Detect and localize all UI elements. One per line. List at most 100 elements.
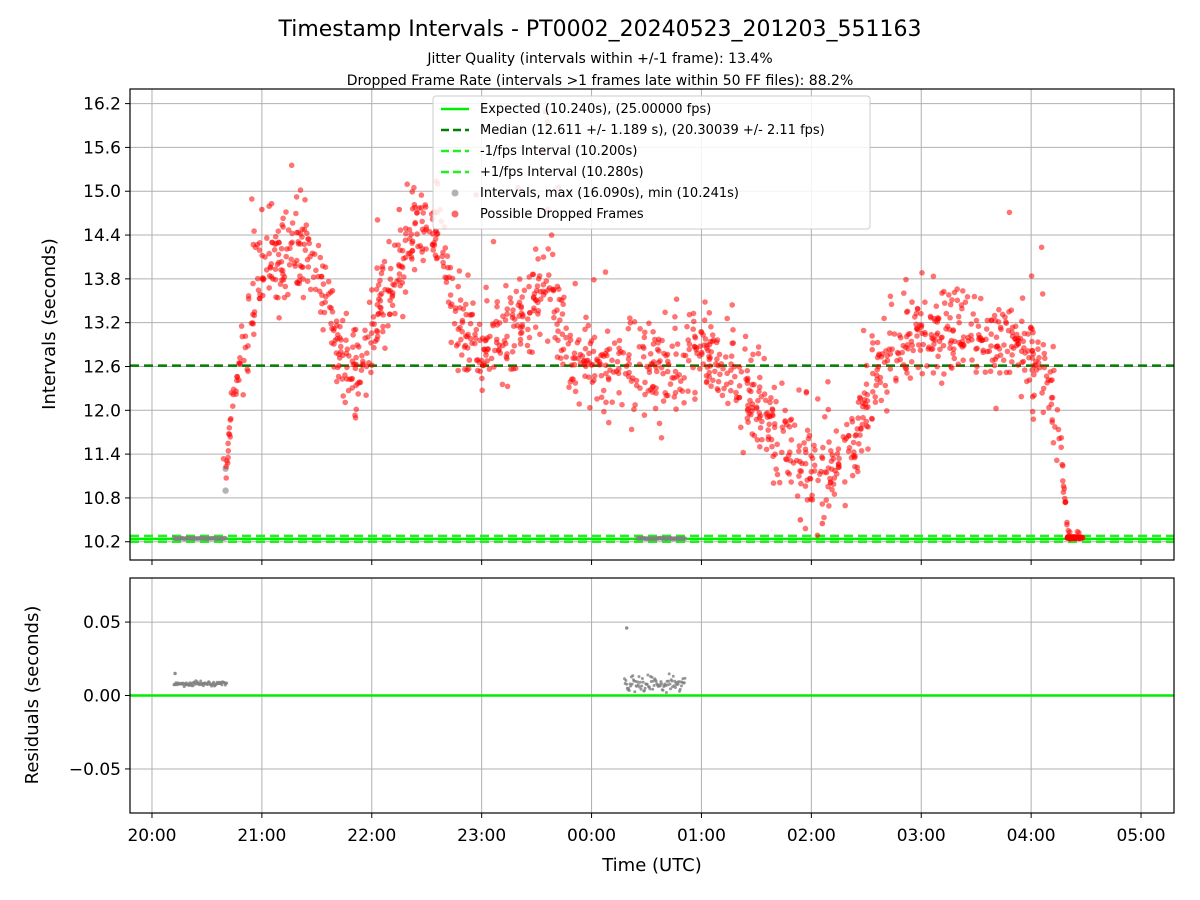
dropped-frame-point xyxy=(484,346,491,352)
dropped-frame-point xyxy=(850,453,857,459)
dropped-frame-point xyxy=(386,288,392,295)
dropped-frame-point xyxy=(716,351,723,358)
dropped-frame-point xyxy=(590,348,597,355)
dropped-frame-point xyxy=(228,415,234,422)
dropped-frame-point xyxy=(755,344,762,350)
dropped-frame-point xyxy=(900,362,907,368)
dropped-frame-point xyxy=(422,204,429,210)
dropped-frame-point xyxy=(738,424,744,431)
dropped-frame-point xyxy=(340,393,347,399)
dropped-frame-point xyxy=(585,322,592,329)
residual-point xyxy=(673,686,677,689)
dropped-frame-point xyxy=(524,342,531,349)
dropped-frame-point xyxy=(377,304,383,311)
dropped-frame-point xyxy=(941,371,947,377)
legend-swatch-dropped xyxy=(451,210,459,218)
dropped-frame-point xyxy=(423,226,429,233)
dropped-frame-point xyxy=(641,412,648,418)
dropped-frame-point xyxy=(277,281,284,287)
dropped-frame-point xyxy=(730,327,736,333)
dropped-frame-point xyxy=(334,378,340,385)
dropped-frame-point xyxy=(802,460,809,467)
dropped-frame-point xyxy=(808,453,814,459)
dropped-frame-point xyxy=(756,388,762,395)
dropped-frame-point xyxy=(512,316,518,323)
dropped-frame-point xyxy=(603,399,609,406)
dropped-frame-point xyxy=(310,274,317,281)
dropped-frame-point xyxy=(1028,273,1035,279)
dropped-frame-point xyxy=(728,353,735,360)
dropped-frame-point xyxy=(672,314,678,320)
dropped-frame-point xyxy=(244,366,250,373)
dropped-frame-point xyxy=(791,422,798,429)
dropped-frame-point xyxy=(548,232,555,238)
dropped-frame-point xyxy=(991,312,998,319)
dropped-frame-point xyxy=(503,282,509,289)
dropped-frame-point xyxy=(355,391,362,397)
dropped-frame-point xyxy=(1040,409,1047,416)
dropped-frame-point xyxy=(858,425,864,432)
dropped-frame-point xyxy=(1065,527,1072,534)
dropped-frame-point xyxy=(256,240,263,246)
dropped-frame-point xyxy=(988,317,995,323)
dropped-frame-point xyxy=(1054,407,1061,413)
x-tick-label: 02:00 xyxy=(787,826,836,846)
dropped-frame-point xyxy=(811,462,818,469)
dropped-frame-point xyxy=(549,251,556,258)
dropped-frame-point xyxy=(750,351,756,358)
dropped-frame-point xyxy=(288,256,295,263)
dropped-frame-point xyxy=(513,288,520,295)
dropped-frame-point xyxy=(616,345,622,352)
dropped-frame-point xyxy=(230,403,236,410)
dropped-frame-point xyxy=(494,303,500,310)
dropped-frame-point xyxy=(691,318,697,325)
dropped-frame-point xyxy=(510,307,516,313)
dropped-frame-point xyxy=(397,227,404,233)
dropped-frame-point xyxy=(444,253,451,259)
dropped-frame-point xyxy=(796,448,802,454)
dropped-frame-point xyxy=(353,406,360,413)
dropped-frame-point xyxy=(958,302,965,308)
dropped-frame-point xyxy=(364,350,370,357)
dropped-frame-point xyxy=(884,357,891,364)
dropped-frame-point xyxy=(905,331,912,338)
dropped-frame-point xyxy=(863,418,870,425)
dropped-frame-point xyxy=(753,404,760,411)
residual-point xyxy=(627,686,631,690)
dropped-frame-point xyxy=(684,323,690,330)
x-tick-label: 00:00 xyxy=(567,826,616,846)
residual-point xyxy=(661,688,665,692)
x-tick-label: 03:00 xyxy=(897,826,946,846)
dropped-frame-point xyxy=(685,337,691,343)
dropped-frame-point xyxy=(526,348,533,355)
dropped-frame-point xyxy=(849,472,856,479)
dropped-frame-point xyxy=(831,491,838,498)
dropped-frame-point xyxy=(874,376,880,383)
dropped-frame-point xyxy=(793,457,800,464)
residual-point xyxy=(636,683,640,687)
dropped-frame-point xyxy=(907,375,914,381)
dropped-frame-point xyxy=(744,415,751,422)
dropped-frame-point xyxy=(929,335,935,342)
dropped-frame-point xyxy=(834,451,841,457)
dropped-frame-point xyxy=(723,354,729,360)
dropped-frame-point xyxy=(358,367,365,374)
dropped-frame-point xyxy=(706,356,713,363)
dropped-frame-point xyxy=(583,314,589,321)
dropped-frame-point xyxy=(504,311,510,317)
dropped-frame-point xyxy=(350,344,356,351)
dropped-frame-point xyxy=(774,441,780,448)
dropped-frame-point xyxy=(667,381,674,387)
dropped-frame-point xyxy=(1039,390,1045,396)
dropped-frame-point xyxy=(779,449,785,456)
legend-label-plus-fps: +1/fps Interval (10.280s) xyxy=(480,165,644,180)
dropped-frame-point xyxy=(517,330,524,337)
dropped-frame-point xyxy=(382,345,388,352)
dropped-frame-point xyxy=(863,362,870,369)
dropped-frame-point xyxy=(918,322,925,329)
dropped-frame-point xyxy=(943,310,950,317)
dropped-frame-point xyxy=(616,366,622,372)
dropped-frame-point xyxy=(614,358,621,365)
dropped-frame-point xyxy=(401,274,407,280)
residual-point xyxy=(671,674,675,678)
